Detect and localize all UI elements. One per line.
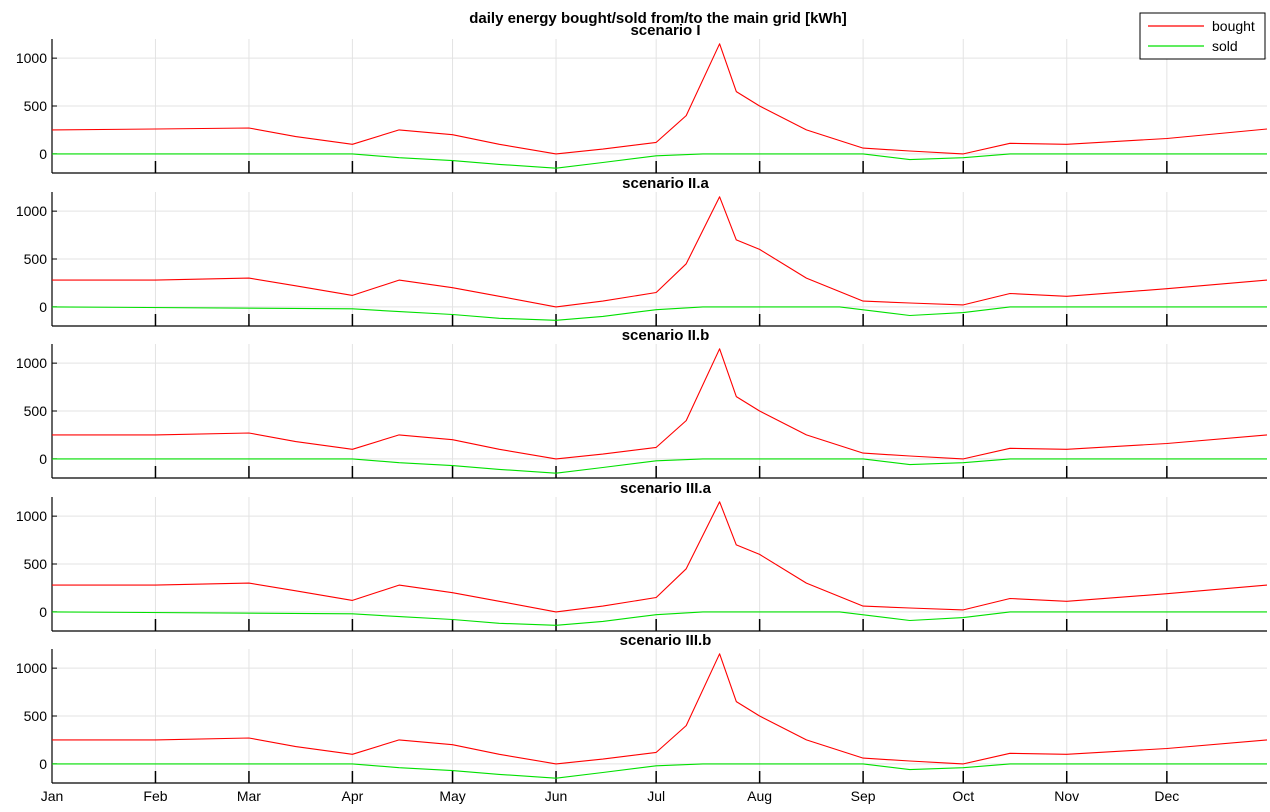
y-tick-label: 1000 (16, 203, 47, 219)
x-tick-label: Jan (41, 788, 64, 804)
y-tick-label: 1000 (16, 660, 47, 676)
panels: scenario I 0 500 1000 scenario II.a 0 500 1000 s… (16, 22, 1268, 804)
y-tick-label: 0 (39, 146, 47, 162)
panel-title: scenario III.b (620, 632, 712, 649)
series-line-sold (52, 153, 1267, 169)
legend-box (1139, 12, 1266, 60)
panel-title: scenario II.b (622, 327, 710, 344)
y-tick-label: 1000 (16, 508, 47, 524)
x-tick-label: Nov (1054, 788, 1079, 804)
x-tick-label: Jun (545, 788, 568, 804)
legend-label-bought: bought (1212, 18, 1255, 34)
y-tick-label: 500 (24, 403, 48, 419)
y-tick-label: 1000 (16, 355, 47, 371)
series-line-sold (51, 611, 1267, 626)
x-tick-label: Dec (1154, 788, 1179, 804)
y-tick-label: 0 (39, 299, 47, 315)
series-line-sold (52, 458, 1267, 474)
series-line-bought (52, 653, 1268, 765)
y-tick-label: 500 (24, 251, 48, 267)
series-line-bought (52, 196, 1268, 308)
series-line-bought (52, 348, 1268, 460)
figure-title: daily energy bought/sold from/to the mai… (469, 10, 847, 27)
x-tick-label: Sep (851, 788, 876, 804)
series-line-sold (51, 306, 1267, 321)
y-tick-label: 0 (39, 604, 47, 620)
x-tick-label: Oct (952, 788, 974, 804)
panel-title: scenario III.a (620, 480, 712, 497)
y-tick-label: 0 (39, 451, 47, 467)
y-tick-label: 0 (39, 756, 47, 772)
series-line-sold (52, 763, 1267, 779)
panel-title: scenario II.a (622, 175, 709, 192)
y-tick-label: 500 (24, 556, 48, 572)
x-tick-label: Aug (747, 788, 772, 804)
panel-title: scenario I (630, 22, 700, 39)
y-tick-label: 1000 (16, 50, 47, 66)
legend-label-sold: sold (1212, 38, 1238, 54)
x-tick-label: Apr (342, 788, 364, 804)
x-tick-label: Jul (647, 788, 665, 804)
x-tick-label: Feb (143, 788, 167, 804)
y-tick-label: 500 (24, 708, 48, 724)
series-line-bought (51, 43, 1268, 155)
x-tick-label: May (439, 788, 465, 804)
legend: bought sold (1139, 12, 1266, 60)
y-tick-label: 500 (24, 98, 48, 114)
series-line-bought (52, 501, 1268, 613)
x-tick-label: Mar (237, 788, 261, 804)
